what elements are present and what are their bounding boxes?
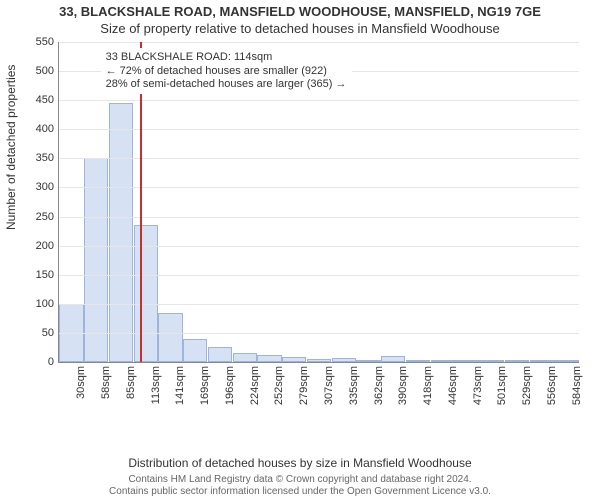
histogram-bar <box>406 360 430 362</box>
x-tick-label: 362sqm <box>373 366 385 405</box>
y-tick-label: 50 <box>24 327 54 339</box>
x-tick-label: 501sqm <box>496 366 508 405</box>
histogram-bar <box>208 347 232 362</box>
histogram-bar <box>84 158 108 362</box>
gridline <box>59 158 579 159</box>
histogram-bar <box>183 339 207 362</box>
histogram-bar <box>381 356 405 362</box>
histogram-bar <box>158 313 182 362</box>
x-tick-label: 58sqm <box>100 366 112 399</box>
x-tick-label: 584sqm <box>571 366 583 405</box>
x-tick-label: 390sqm <box>397 366 409 405</box>
histogram-bar <box>505 360 529 362</box>
x-tick-label: 169sqm <box>199 366 211 405</box>
x-tick-label: 473sqm <box>472 366 484 405</box>
y-tick-label: 550 <box>24 36 54 48</box>
x-tick-label: 30sqm <box>75 366 87 399</box>
annotation-line: ← 72% of detached houses are smaller (92… <box>106 65 347 78</box>
chart-area: 30sqm 58sqm 85sqm 113sqm 141sqm 169sqm 196sqm 2… <box>58 42 578 414</box>
page-subtitle: Size of property relative to detached ho… <box>0 19 600 36</box>
x-tick-label: 252sqm <box>273 366 285 405</box>
annotation-line: 28% of semi-detached houses are larger (… <box>106 78 347 91</box>
y-tick-label: 300 <box>24 181 54 193</box>
footer-line-1: Contains HM Land Registry data © Crown c… <box>0 474 600 486</box>
histogram-bar <box>233 353 257 362</box>
histogram-bar <box>480 360 504 362</box>
gridline <box>59 187 579 188</box>
histogram-bar <box>431 360 455 362</box>
y-tick-label: 400 <box>24 123 54 135</box>
x-tick-label: 418sqm <box>422 366 434 405</box>
gridline <box>59 275 579 276</box>
x-tick-label: 113sqm <box>150 366 162 404</box>
x-tick-label: 307sqm <box>323 366 335 405</box>
x-tick-label: 85sqm <box>125 366 137 399</box>
y-axis-label: Number of detached properties <box>4 65 18 230</box>
x-tick-label: 446sqm <box>447 366 459 405</box>
histogram-bar <box>332 358 356 362</box>
x-tick-label: 556sqm <box>546 366 558 405</box>
y-tick-label: 500 <box>24 65 54 77</box>
x-tick-label: 529sqm <box>521 366 533 405</box>
footer-line-2: Contains public sector information licen… <box>0 486 600 498</box>
histogram-bar <box>356 360 380 362</box>
histogram-bar <box>307 359 331 362</box>
y-tick-label: 250 <box>24 211 54 223</box>
x-tick-label: 196sqm <box>224 366 236 405</box>
plot-region: 30sqm58sqm85sqm113sqm141sqm169sqm196sqm2… <box>58 42 579 363</box>
x-tick-label: 141sqm <box>174 366 186 405</box>
gridline <box>59 217 579 218</box>
x-tick-label: 279sqm <box>298 366 310 405</box>
x-axis-label: Distribution of detached houses by size … <box>0 456 600 470</box>
gridline <box>59 333 579 334</box>
gridline <box>59 246 579 247</box>
y-tick-label: 450 <box>24 94 54 106</box>
histogram-bar <box>455 360 479 362</box>
page-title: 33, BLACKSHALE ROAD, MANSFIELD WOODHOUSE… <box>0 0 600 19</box>
y-tick-label: 350 <box>24 152 54 164</box>
histogram-bar <box>109 103 133 362</box>
histogram-bar <box>530 360 554 362</box>
y-tick-label: 100 <box>24 298 54 310</box>
footer: Contains HM Land Registry data © Crown c… <box>0 474 600 498</box>
gridline <box>59 129 579 130</box>
gridline <box>59 304 579 305</box>
gridline <box>59 42 579 43</box>
histogram-bar <box>257 355 281 362</box>
x-tick-label: 224sqm <box>249 366 261 405</box>
y-tick-label: 150 <box>24 269 54 281</box>
annotation-line: 33 BLACKSHALE ROAD: 114sqm <box>106 51 347 64</box>
gridline <box>59 100 579 101</box>
y-tick-label: 0 <box>24 356 54 368</box>
histogram-bar <box>282 357 306 362</box>
annotation-box: 33 BLACKSHALE ROAD: 114sqm← 72% of detac… <box>101 48 352 94</box>
x-tick-label: 335sqm <box>348 366 360 405</box>
y-tick-label: 200 <box>24 240 54 252</box>
histogram-bar <box>554 360 578 362</box>
